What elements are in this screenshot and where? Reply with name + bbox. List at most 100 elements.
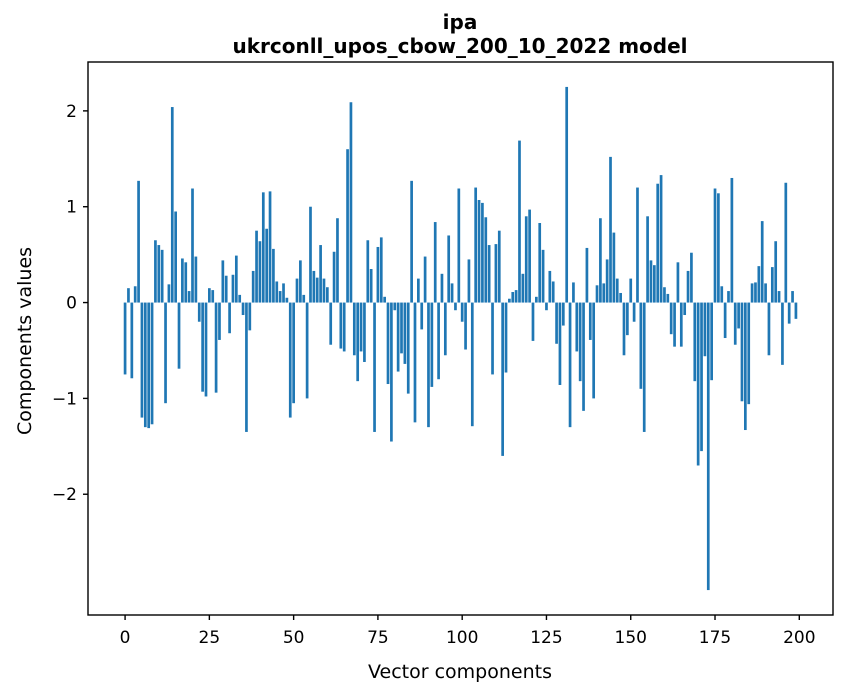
bar-component-72 — [366, 240, 370, 303]
bar-component-85 — [410, 180, 413, 303]
ticks-layer: 0 25 50 75 100 125 150 175 200 2 1 0 −1 −2 — [52, 102, 816, 648]
bar-component-53 — [302, 294, 306, 303]
bar-component-185 — [747, 302, 751, 405]
bar-component-44 — [272, 248, 275, 303]
bar-component-129 — [558, 302, 562, 385]
bar-component-116 — [514, 290, 518, 303]
bar-component-84 — [406, 302, 410, 394]
bar-component-142 — [602, 283, 606, 303]
bar-component-3 — [133, 286, 137, 303]
bar-component-151 — [632, 302, 636, 322]
bar-component-172 — [703, 302, 707, 357]
bar-component-195 — [781, 302, 784, 365]
bar-component-177 — [720, 286, 724, 303]
bar-component-153 — [639, 302, 643, 389]
bar-component-159 — [659, 175, 663, 303]
bar-component-76 — [379, 237, 383, 303]
bar-component-58 — [319, 245, 322, 303]
bar-component-88 — [420, 302, 424, 330]
bar-component-181 — [733, 302, 737, 345]
bar-component-26 — [211, 290, 215, 303]
bar-component-28 — [218, 302, 221, 340]
bar-component-18 — [184, 262, 188, 303]
bar-component-66 — [346, 149, 349, 303]
bar-component-8 — [150, 302, 154, 425]
bar-component-112 — [501, 302, 504, 456]
bar-component-0 — [123, 302, 127, 375]
bar-component-189 — [760, 221, 764, 303]
bar-component-4 — [137, 180, 140, 303]
bar-component-154 — [642, 302, 646, 432]
bars-layer — [123, 86, 798, 591]
bar-component-104 — [474, 187, 478, 303]
bar-component-143 — [605, 259, 609, 303]
bar-component-117 — [518, 140, 521, 303]
x-tick-label-0: 0 — [120, 628, 131, 648]
bar-component-7 — [147, 302, 151, 429]
bar-component-63 — [336, 218, 339, 303]
bar-component-60 — [326, 287, 329, 303]
bar-component-81 — [396, 302, 400, 372]
bar-component-164 — [676, 262, 680, 303]
bar-component-2 — [130, 302, 134, 379]
bar-component-115 — [511, 292, 515, 303]
bar-component-6 — [143, 302, 147, 428]
x-tick-label-25: 25 — [199, 628, 221, 648]
bar-component-80 — [393, 302, 397, 311]
bar-component-165 — [679, 302, 683, 347]
x-tick-label-150: 150 — [615, 628, 647, 648]
bar-component-94 — [440, 273, 444, 303]
bar-component-83 — [403, 302, 407, 364]
x-tick-label-75: 75 — [367, 628, 389, 648]
bar-component-54 — [305, 302, 309, 399]
bar-component-41 — [261, 192, 265, 303]
bar-component-196 — [784, 182, 788, 303]
bar-component-79 — [390, 302, 393, 442]
bar-component-86 — [413, 302, 417, 423]
bar-component-70 — [359, 302, 363, 352]
bar-component-68 — [352, 302, 356, 356]
bar-component-133 — [572, 282, 575, 303]
bar-component-161 — [666, 293, 670, 303]
bar-component-89 — [423, 256, 427, 303]
bar-component-91 — [430, 302, 434, 387]
bar-component-38 — [251, 270, 255, 303]
bar-component-192 — [770, 267, 774, 303]
bar-component-39 — [255, 230, 258, 303]
bar-component-173 — [706, 302, 710, 591]
bar-component-160 — [663, 287, 666, 303]
bar-component-126 — [548, 270, 552, 303]
bar-component-1 — [127, 288, 130, 303]
bar-component-95 — [443, 302, 447, 356]
x-axis-label: Vector components — [368, 661, 552, 683]
bar-component-169 — [693, 302, 697, 382]
bar-component-194 — [777, 291, 781, 303]
bar-component-62 — [332, 251, 336, 303]
bar-component-98 — [454, 302, 457, 311]
bar-component-109 — [491, 302, 494, 375]
bar-component-174 — [710, 302, 713, 381]
bar-component-113 — [504, 302, 508, 373]
bar-component-156 — [649, 260, 653, 303]
bar-component-73 — [369, 269, 373, 303]
y-axis-label: Components values — [14, 247, 36, 435]
bar-component-132 — [568, 302, 572, 428]
x-tick-label-175: 175 — [699, 628, 731, 648]
bar-component-119 — [524, 216, 528, 303]
bar-component-74 — [373, 302, 376, 432]
bar-component-188 — [757, 266, 761, 303]
bar-component-149 — [626, 302, 629, 336]
bar-component-136 — [582, 302, 585, 411]
bar-component-56 — [312, 270, 316, 303]
bar-component-48 — [285, 297, 289, 303]
bar-component-144 — [609, 156, 612, 303]
bar-component-32 — [231, 274, 235, 303]
bar-component-187 — [754, 282, 757, 303]
bar-component-167 — [686, 270, 690, 303]
bar-component-42 — [265, 228, 269, 303]
y-tick-label--1: −1 — [52, 389, 77, 409]
bar-component-24 — [204, 302, 208, 397]
x-tick-label-50: 50 — [283, 628, 305, 648]
bar-component-69 — [356, 302, 360, 382]
bar-component-82 — [400, 302, 403, 354]
